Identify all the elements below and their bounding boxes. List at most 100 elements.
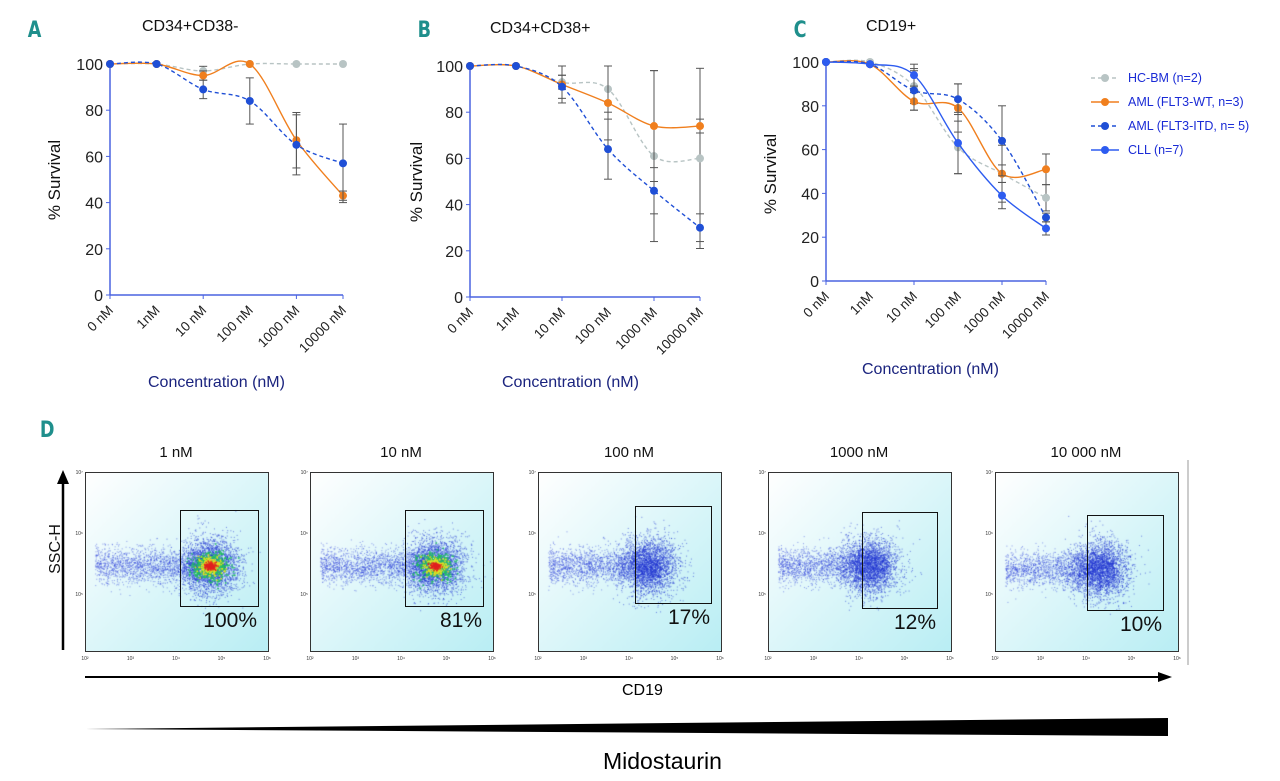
series-aml_itd: [466, 62, 704, 243]
legend-swatch: [1091, 122, 1119, 130]
series-hc_bm: [106, 60, 347, 77]
flow-x-tick-label: 10⁵: [443, 656, 451, 662]
data-point: [866, 60, 874, 69]
legend-swatch: [1091, 98, 1119, 106]
x-tick-label: 10000 nM: [999, 289, 1052, 342]
flow-x-tick-label: 10⁶: [263, 656, 271, 662]
fit-curve: [469, 64, 701, 163]
y-tick-label: 20: [445, 244, 463, 261]
x-axis-label-a: Concentration (nM): [148, 374, 285, 391]
fit-curve: [825, 60, 1047, 218]
data-point: [1042, 165, 1050, 174]
flow-scatter-plot: [538, 472, 722, 652]
drug-label: Midostaurin: [603, 748, 722, 774]
x-axis-label-b: Concentration (nM): [502, 374, 639, 391]
flow-x-tick-label: 10³: [810, 656, 818, 662]
panel-letter-a: A: [27, 18, 42, 43]
x-tick-label: 10 nM: [883, 289, 920, 326]
gate-rectangle: [862, 512, 938, 609]
data-point: [199, 71, 208, 80]
flow-ticks: 10² 10³ 10⁴ 10⁵ 10⁶ 10⁷ 10⁶ 10⁵: [300, 470, 495, 662]
data-point: [696, 223, 704, 232]
y-tick-label: 60: [801, 143, 819, 160]
x-tick-label: 1nM: [847, 289, 876, 318]
y-tick-label: 40: [801, 186, 819, 203]
flow-x-tick-label: 10³: [127, 656, 135, 662]
data-point: [954, 95, 962, 104]
y-tick-label: 80: [445, 105, 463, 122]
series-aml_wt: [466, 62, 704, 182]
flow-ticks: 10² 10³ 10⁴ 10⁵ 10⁶ 10⁷ 10⁶ 10⁵: [528, 470, 723, 662]
gate-rectangle: [635, 506, 712, 604]
ssc-arrow-head: [57, 470, 69, 484]
flow-x-tick-label: 10⁴: [397, 656, 405, 662]
data-point: [292, 140, 301, 149]
legend-item-aml_wt: AML (FLT3-WT, n=3): [1090, 94, 1244, 110]
gate-rectangle: [1087, 515, 1164, 611]
data-point: [1042, 193, 1050, 202]
data-point: [696, 122, 704, 131]
y-tick-label: 20: [801, 230, 819, 247]
gate-percentage: 100%: [203, 609, 257, 632]
flow-y-tick-label: 10⁶: [758, 531, 766, 537]
data-point: [339, 60, 347, 68]
flow-x-tick-label: 10²: [991, 656, 999, 662]
series-aml_wt: [822, 58, 1050, 186]
flow-plot-title: 1 nM: [159, 444, 193, 461]
flow-x-tick-label: 10⁵: [1128, 656, 1136, 662]
flow-x-tick-label: 10⁶: [946, 656, 954, 662]
panel-letter-d: D: [39, 418, 55, 443]
y-tick-label: 100: [436, 59, 463, 76]
x-tick-label: 10000 nM: [653, 305, 706, 358]
flow-y-tick-label: 10⁵: [528, 592, 536, 598]
flow-y-tick-label: 10⁵: [300, 592, 308, 598]
y-axis-label-a: % Survival: [45, 139, 64, 221]
y-tick-label: 40: [445, 198, 463, 215]
flow-x-tick-label: 10²: [81, 656, 89, 662]
fit-curve: [109, 61, 344, 164]
data-point: [910, 86, 918, 95]
flow-x-tick-label: 10⁵: [671, 656, 679, 662]
y-tick-label: 80: [85, 103, 103, 120]
y-tick-label: 100: [792, 55, 819, 72]
flow-x-tick-label: 10⁵: [218, 656, 226, 662]
data-point: [822, 58, 830, 66]
fit-curve: [469, 63, 701, 229]
legend-item-aml_itd: AML (FLT3-ITD, n= 5): [1090, 118, 1249, 134]
fit-curve: [825, 61, 1047, 230]
flow-x-label: CD19: [622, 682, 663, 699]
x-tick-label: 1000 nM: [255, 303, 303, 351]
data-point: [604, 145, 612, 154]
gate-percentage: 81%: [439, 609, 482, 632]
flow-x-tick-label: 10³: [580, 656, 588, 662]
flow-y-tick-label: 10⁵: [75, 592, 83, 598]
flow-y-tick-label: 10⁶: [528, 531, 536, 537]
flow-y-label: SSC-H: [47, 524, 64, 574]
gate-rectangle: [180, 510, 259, 607]
data-point: [1042, 224, 1050, 233]
flow-y-tick-label: 10⁵: [985, 592, 993, 598]
flow-ticks: 10² 10³ 10⁴ 10⁵ 10⁶ 10⁷ 10⁶ 10⁵: [985, 470, 1181, 662]
flow-plot-title: 1000 nM: [829, 444, 889, 461]
flow-x-tick-label: 10³: [352, 656, 360, 662]
y-tick-label: 20: [85, 242, 103, 259]
flow-y-tick-label: 10⁶: [75, 531, 83, 537]
chart-title-a: CD34+CD38-: [142, 18, 239, 35]
x-tick-label: 1000 nM: [612, 305, 660, 353]
legend-label: AML (FLT3-ITD, n= 5): [1128, 119, 1250, 133]
data-point: [604, 98, 612, 107]
flow-x-tick-label: 10⁶: [1173, 656, 1181, 662]
x-tick-label: 10 nM: [172, 303, 209, 340]
flow-y-tick-label: 10⁶: [300, 531, 308, 537]
data-point: [339, 159, 347, 168]
y-tick-label: 60: [445, 151, 463, 168]
flow-x-tick-label: 10²: [764, 656, 772, 662]
flow-y-tick-label: 10⁷: [529, 470, 537, 476]
data-point: [512, 62, 520, 70]
data-point: [650, 122, 658, 131]
fit-curve: [109, 62, 343, 72]
flow-scatter-plot: [85, 472, 269, 652]
legend-label: HC-BM (n=2): [1128, 71, 1202, 85]
